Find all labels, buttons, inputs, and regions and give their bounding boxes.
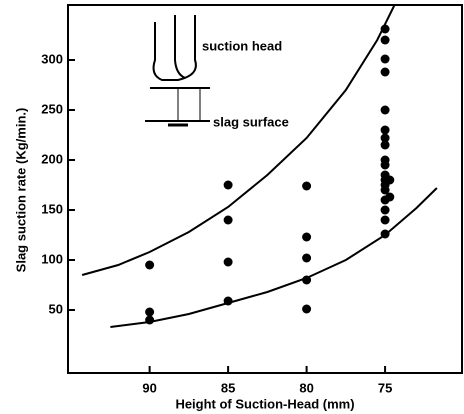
data-point — [380, 125, 390, 135]
plot-frame — [67, 4, 463, 374]
envelope-curve — [81, 5, 396, 276]
y-tick-label: 50 — [49, 301, 63, 316]
data-point — [223, 215, 233, 225]
x-axis-label: Height of Suction-Head (mm) — [175, 396, 354, 411]
y-tick-label: 100 — [41, 251, 63, 266]
y-tick-label: 300 — [41, 51, 63, 66]
data-point — [380, 133, 390, 143]
inset-diagram — [145, 15, 210, 127]
data-point — [380, 54, 390, 64]
data-point — [380, 205, 390, 215]
annotation: suction head — [202, 38, 282, 53]
data-point — [385, 192, 395, 202]
data-point — [223, 257, 233, 267]
y-tick-label: 200 — [41, 151, 63, 166]
data-point — [302, 232, 312, 242]
suction-head-shape — [152, 15, 197, 81]
data-point — [385, 175, 395, 185]
data-point — [380, 105, 390, 115]
suction-head-inner — [174, 15, 186, 79]
y-tick-label: 250 — [41, 101, 63, 116]
x-tick-label: 90 — [142, 380, 156, 395]
data-point — [302, 304, 312, 314]
y-axis-label: Slag suction rate (Kg/min.) — [13, 108, 28, 273]
data-point — [302, 253, 312, 263]
x-tick-label: 85 — [221, 380, 235, 395]
data-point — [223, 180, 233, 190]
data-point — [380, 67, 390, 77]
data-point — [380, 140, 390, 150]
data-point — [380, 185, 390, 195]
x-tick-label: 80 — [299, 380, 313, 395]
data-point — [145, 307, 155, 317]
data-point — [380, 215, 390, 225]
annotation: slag surface — [213, 114, 289, 129]
data-point — [302, 181, 312, 191]
x-tick-label: 75 — [378, 380, 392, 395]
y-tick-label: 150 — [41, 201, 63, 216]
data-point — [380, 35, 390, 45]
data-point — [380, 160, 390, 170]
data-point — [145, 260, 155, 270]
envelope-curve — [110, 187, 438, 328]
